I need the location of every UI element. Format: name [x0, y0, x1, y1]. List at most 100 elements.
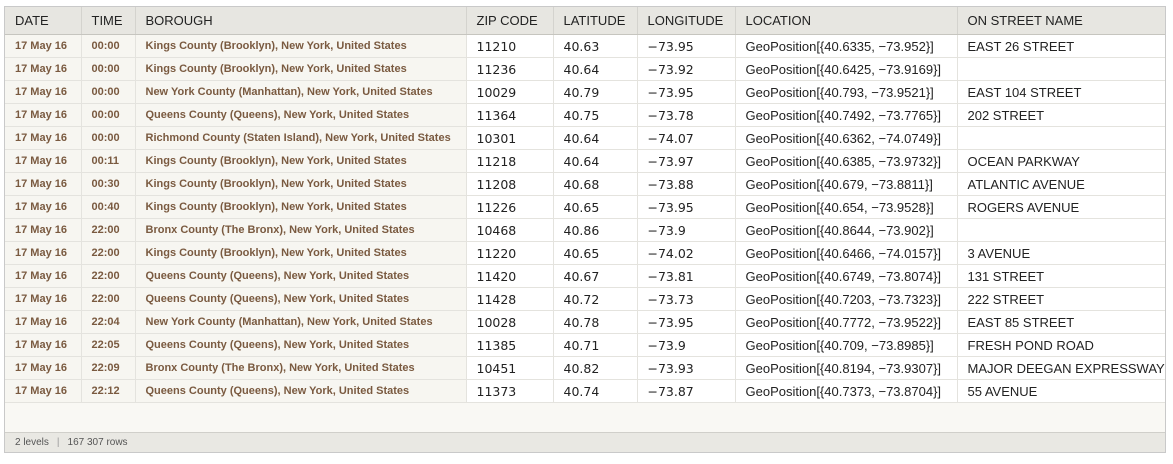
longitude-cell[interactable]: −73.97 [637, 149, 736, 173]
longitude-cell[interactable]: −74.07 [637, 126, 736, 150]
longitude-cell[interactable]: −73.9 [637, 218, 736, 242]
table-row[interactable]: 17 May 16 00:00 New York County (Manhattan… [5, 80, 1165, 104]
date-cell[interactable]: 17 May 16 [5, 126, 82, 150]
latitude-cell[interactable]: 40.86 [553, 218, 638, 242]
time-cell[interactable]: 00:00 [81, 103, 136, 127]
borough-cell[interactable]: Kings County (Brooklyn), New York, Unite… [135, 34, 467, 58]
street-name-cell[interactable] [957, 218, 1165, 242]
column-header-date[interactable]: DATE [5, 7, 82, 35]
latitude-cell[interactable]: 40.65 [553, 195, 638, 219]
table-row[interactable]: 17 May 16 22:12 Queens County (Queens), Ne… [5, 379, 1165, 403]
date-cell[interactable]: 17 May 16 [5, 172, 82, 196]
zip-code-cell[interactable]: 10301 [466, 126, 554, 150]
longitude-cell[interactable]: −73.9 [637, 333, 736, 357]
table-row[interactable]: 17 May 16 00:40 Kings County (Brooklyn), N… [5, 195, 1165, 219]
zip-code-cell[interactable]: 10468 [466, 218, 554, 242]
borough-cell[interactable]: Queens County (Queens), New York, United… [135, 287, 467, 311]
location-cell[interactable]: GeoPosition[{40.654, −73.9528}] [735, 195, 958, 219]
borough-cell[interactable]: New York County (Manhattan), New York, U… [135, 310, 467, 334]
longitude-cell[interactable]: −73.95 [637, 195, 736, 219]
time-cell[interactable]: 00:00 [81, 126, 136, 150]
time-cell[interactable]: 22:04 [81, 310, 136, 334]
borough-cell[interactable]: Kings County (Brooklyn), New York, Unite… [135, 149, 467, 173]
location-cell[interactable]: GeoPosition[{40.6749, −73.8074}] [735, 264, 958, 288]
time-cell[interactable]: 00:00 [81, 34, 136, 58]
street-name-cell[interactable] [957, 57, 1165, 81]
column-header-time[interactable]: TIME [81, 7, 136, 35]
latitude-cell[interactable]: 40.79 [553, 80, 638, 104]
date-cell[interactable]: 17 May 16 [5, 103, 82, 127]
borough-cell[interactable]: Kings County (Brooklyn), New York, Unite… [135, 172, 467, 196]
time-cell[interactable]: 22:05 [81, 333, 136, 357]
table-row[interactable]: 17 May 16 22:00 Bronx County (The Bronx), … [5, 218, 1165, 242]
time-cell[interactable]: 22:00 [81, 287, 136, 311]
borough-cell[interactable]: Richmond County (Staten Island), New Yor… [135, 126, 467, 150]
location-cell[interactable]: GeoPosition[{40.6335, −73.952}] [735, 34, 958, 58]
time-cell[interactable]: 00:40 [81, 195, 136, 219]
street-name-cell[interactable]: EAST 104 STREET [957, 80, 1165, 104]
column-header-borough[interactable]: BOROUGH [135, 7, 467, 35]
longitude-cell[interactable]: −73.73 [637, 287, 736, 311]
time-cell[interactable]: 22:00 [81, 264, 136, 288]
date-cell[interactable]: 17 May 16 [5, 241, 82, 265]
longitude-cell[interactable]: −73.92 [637, 57, 736, 81]
street-name-cell[interactable]: 131 STREET [957, 264, 1165, 288]
column-header-on-street-name[interactable]: ON STREET NAME [957, 7, 1165, 35]
zip-code-cell[interactable]: 11385 [466, 333, 554, 357]
street-name-cell[interactable]: OCEAN PARKWAY [957, 149, 1165, 173]
time-cell[interactable]: 22:09 [81, 356, 136, 380]
latitude-cell[interactable]: 40.67 [553, 264, 638, 288]
date-cell[interactable]: 17 May 16 [5, 310, 82, 334]
street-name-cell[interactable]: 222 STREET [957, 287, 1165, 311]
column-header-zip-code[interactable]: ZIP CODE [466, 7, 554, 35]
street-name-cell[interactable]: 55 AVENUE [957, 379, 1165, 403]
borough-cell[interactable]: Queens County (Queens), New York, United… [135, 379, 467, 403]
longitude-cell[interactable]: −73.81 [637, 264, 736, 288]
longitude-cell[interactable]: −73.95 [637, 34, 736, 58]
table-row[interactable]: 17 May 16 00:11 Kings County (Brooklyn), N… [5, 149, 1165, 173]
longitude-cell[interactable]: −73.95 [637, 310, 736, 334]
borough-cell[interactable]: Bronx County (The Bronx), New York, Unit… [135, 356, 467, 380]
street-name-cell[interactable]: 202 STREET [957, 103, 1165, 127]
time-cell[interactable]: 22:00 [81, 241, 136, 265]
borough-cell[interactable]: Kings County (Brooklyn), New York, Unite… [135, 57, 467, 81]
borough-cell[interactable]: Kings County (Brooklyn), New York, Unite… [135, 241, 467, 265]
latitude-cell[interactable]: 40.63 [553, 34, 638, 58]
date-cell[interactable]: 17 May 16 [5, 356, 82, 380]
column-header-longitude[interactable]: LONGITUDE [637, 7, 736, 35]
table-row[interactable]: 17 May 16 22:04 New York County (Manhattan… [5, 310, 1165, 334]
date-cell[interactable]: 17 May 16 [5, 80, 82, 104]
longitude-cell[interactable]: −73.93 [637, 356, 736, 380]
table-row[interactable]: 17 May 16 00:00 Richmond County (Staten Is… [5, 126, 1165, 150]
location-cell[interactable]: GeoPosition[{40.709, −73.8985}] [735, 333, 958, 357]
table-row[interactable]: 17 May 16 22:00 Queens County (Queens), Ne… [5, 264, 1165, 288]
date-cell[interactable]: 17 May 16 [5, 264, 82, 288]
zip-code-cell[interactable]: 11236 [466, 57, 554, 81]
time-cell[interactable]: 00:30 [81, 172, 136, 196]
table-row[interactable]: 17 May 16 00:00 Kings County (Brooklyn), N… [5, 34, 1165, 58]
location-cell[interactable]: GeoPosition[{40.6362, −74.0749}] [735, 126, 958, 150]
location-cell[interactable]: GeoPosition[{40.6425, −73.9169}] [735, 57, 958, 81]
location-cell[interactable]: GeoPosition[{40.8194, −73.9307}] [735, 356, 958, 380]
street-name-cell[interactable]: FRESH POND ROAD [957, 333, 1165, 357]
latitude-cell[interactable]: 40.68 [553, 172, 638, 196]
time-cell[interactable]: 00:00 [81, 57, 136, 81]
borough-cell[interactable]: Bronx County (The Bronx), New York, Unit… [135, 218, 467, 242]
location-cell[interactable]: GeoPosition[{40.8644, −73.902}] [735, 218, 958, 242]
zip-code-cell[interactable]: 11208 [466, 172, 554, 196]
location-cell[interactable]: GeoPosition[{40.7772, −73.9522}] [735, 310, 958, 334]
table-row[interactable]: 17 May 16 00:00 Queens County (Queens), Ne… [5, 103, 1165, 127]
date-cell[interactable]: 17 May 16 [5, 333, 82, 357]
time-cell[interactable]: 00:11 [81, 149, 136, 173]
column-header-location[interactable]: LOCATION [735, 7, 958, 35]
street-name-cell[interactable]: EAST 85 STREET [957, 310, 1165, 334]
location-cell[interactable]: GeoPosition[{40.6385, −73.9732}] [735, 149, 958, 173]
table-row[interactable]: 17 May 16 22:05 Queens County (Queens), Ne… [5, 333, 1165, 357]
date-cell[interactable]: 17 May 16 [5, 218, 82, 242]
street-name-cell[interactable]: ATLANTIC AVENUE [957, 172, 1165, 196]
latitude-cell[interactable]: 40.78 [553, 310, 638, 334]
date-cell[interactable]: 17 May 16 [5, 379, 82, 403]
location-cell[interactable]: GeoPosition[{40.7203, −73.7323}] [735, 287, 958, 311]
zip-code-cell[interactable]: 11210 [466, 34, 554, 58]
date-cell[interactable]: 17 May 16 [5, 57, 82, 81]
